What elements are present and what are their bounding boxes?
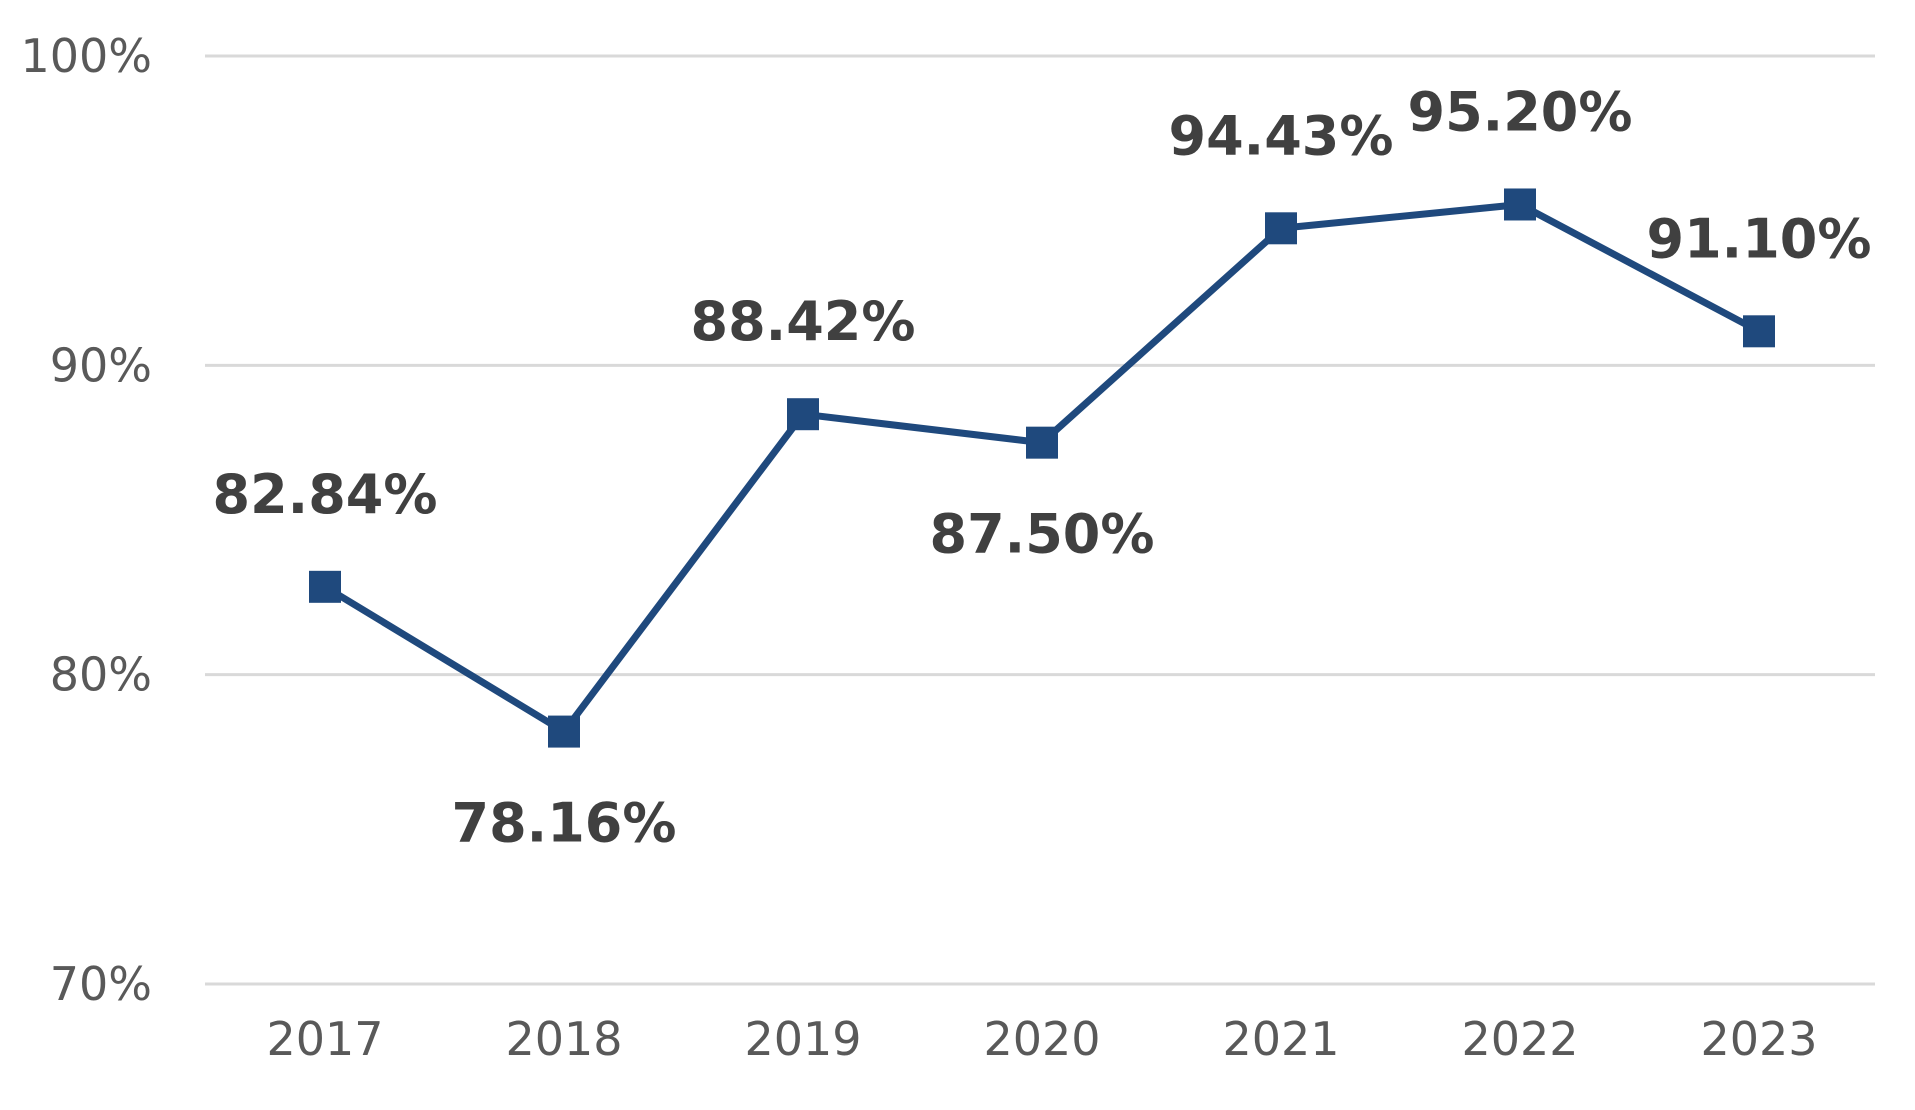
- x-tick-label: 2021: [1222, 1012, 1339, 1066]
- data-point-marker: [1743, 315, 1775, 348]
- data-point-marker: [548, 715, 580, 748]
- gridlines: [205, 54, 1875, 986]
- data-point-marker: [309, 570, 341, 603]
- series-line: [323, 200, 1761, 737]
- data-label: 87.50%: [930, 503, 1155, 566]
- x-tick-label: 2023: [1700, 1012, 1817, 1066]
- markers: [309, 188, 1775, 748]
- x-tick-label: 2020: [983, 1012, 1100, 1066]
- x-tick-label: 2022: [1461, 1012, 1578, 1066]
- data-point-marker: [1026, 426, 1058, 459]
- x-tick-label: 2017: [266, 1012, 383, 1066]
- x-tick-label: 2019: [744, 1012, 861, 1066]
- data-point-marker: [1265, 212, 1297, 245]
- data-label: 78.16%: [452, 792, 677, 855]
- data-label: 88.42%: [691, 290, 916, 353]
- series-line-group: [323, 200, 1761, 737]
- data-point-marker: [1504, 188, 1536, 221]
- data-label: 91.10%: [1647, 207, 1872, 270]
- data-label: 82.84%: [213, 463, 438, 526]
- x-tick-label: 2018: [505, 1012, 622, 1066]
- y-axis: 70% 80% 90% 100%: [20, 29, 152, 1011]
- x-axis: 2017 2018 2019 2020 2021 2022 2023: [266, 1012, 1817, 1066]
- y-tick-label: 80%: [50, 648, 152, 702]
- data-label: 95.20%: [1408, 80, 1633, 143]
- data-point-marker: [787, 398, 819, 431]
- y-tick-label: 100%: [20, 29, 152, 83]
- y-tick-label: 90%: [50, 338, 152, 392]
- data-labels: 82.84% 78.16% 88.42% 87.50% 94.43% 95.20% 91.1…: [213, 80, 1872, 854]
- data-label: 94.43%: [1169, 104, 1394, 167]
- y-tick-label: 70%: [50, 957, 152, 1011]
